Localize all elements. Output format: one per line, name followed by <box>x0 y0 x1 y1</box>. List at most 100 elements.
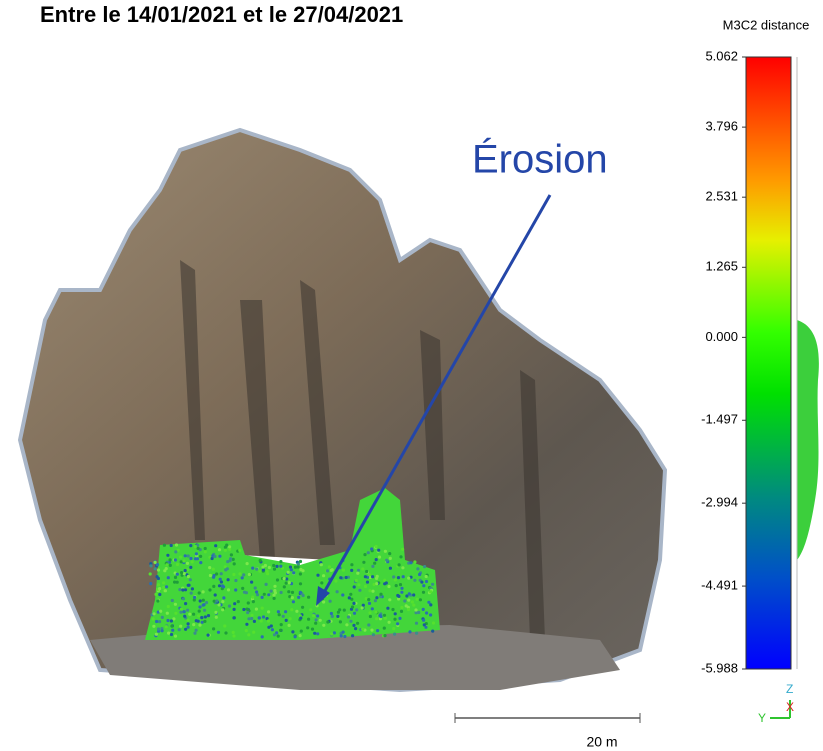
point <box>349 620 352 623</box>
colorbar-ticks: 5.0623.7962.5311.2650.000-1.497-2.994-4.… <box>701 48 746 675</box>
point <box>376 629 379 632</box>
point <box>368 589 371 592</box>
point <box>250 617 253 620</box>
point <box>389 567 392 570</box>
point <box>178 628 181 631</box>
point <box>354 627 357 630</box>
point <box>247 617 250 620</box>
point <box>171 629 174 632</box>
point <box>294 566 297 569</box>
point <box>328 565 331 568</box>
point <box>268 566 271 569</box>
point <box>218 603 221 606</box>
point <box>212 568 215 571</box>
point <box>230 553 233 556</box>
point <box>399 555 402 558</box>
point <box>188 613 191 616</box>
point <box>373 562 376 565</box>
point <box>384 550 387 553</box>
point <box>422 619 425 622</box>
point <box>319 619 322 622</box>
point <box>288 581 291 584</box>
point <box>415 622 418 625</box>
point <box>372 633 375 636</box>
point <box>179 556 182 559</box>
point <box>407 599 410 602</box>
point <box>192 623 195 626</box>
colorbar-tick-label: -1.497 <box>701 412 738 427</box>
point <box>184 588 187 591</box>
point <box>408 592 411 595</box>
point <box>187 622 190 625</box>
point <box>379 615 382 618</box>
point <box>375 582 378 585</box>
point <box>422 591 425 594</box>
colorbar-tick-label: 3.796 <box>705 119 738 134</box>
point <box>371 590 374 593</box>
point <box>285 582 288 585</box>
point <box>364 575 367 578</box>
point <box>400 606 403 609</box>
point <box>204 615 207 618</box>
point <box>368 573 371 576</box>
point <box>307 596 310 599</box>
viewport: Entre le 14/01/2021 et le 27/04/2021 Éro… <box>0 0 823 751</box>
point <box>409 561 412 564</box>
point <box>279 565 282 568</box>
point <box>362 604 365 607</box>
point <box>194 557 197 560</box>
point <box>366 581 369 584</box>
point <box>413 560 416 563</box>
point <box>394 578 397 581</box>
point <box>291 630 294 633</box>
point <box>431 583 434 586</box>
point <box>158 593 161 596</box>
point <box>374 599 377 602</box>
scale-label: 20 m <box>586 734 617 750</box>
point <box>204 550 207 553</box>
point <box>342 631 345 634</box>
point <box>355 579 358 582</box>
point <box>283 585 286 588</box>
point <box>252 600 255 603</box>
point <box>154 567 157 570</box>
point <box>232 631 235 634</box>
point <box>191 560 194 563</box>
point <box>250 581 253 584</box>
point <box>414 608 417 611</box>
point <box>375 558 378 561</box>
point <box>425 611 428 614</box>
point <box>314 622 317 625</box>
point <box>282 615 285 618</box>
point <box>350 563 353 566</box>
point <box>195 629 198 632</box>
point <box>184 569 187 572</box>
point <box>412 604 415 607</box>
point <box>218 584 221 587</box>
point <box>165 567 168 570</box>
point <box>385 581 388 584</box>
point <box>276 578 279 581</box>
point <box>149 582 152 585</box>
point <box>343 635 346 638</box>
point <box>152 612 155 615</box>
point <box>361 567 364 570</box>
point <box>190 592 193 595</box>
point <box>333 631 336 634</box>
point <box>251 596 254 599</box>
point <box>246 611 249 614</box>
point <box>241 576 244 579</box>
point <box>232 573 235 576</box>
point <box>420 581 423 584</box>
point <box>378 556 381 559</box>
point <box>401 548 404 551</box>
point <box>423 623 426 626</box>
point <box>352 602 355 605</box>
point <box>279 560 282 563</box>
point <box>375 545 378 548</box>
point <box>212 627 215 630</box>
point <box>355 608 358 611</box>
point <box>165 585 168 588</box>
point <box>187 584 190 587</box>
point <box>297 596 300 599</box>
